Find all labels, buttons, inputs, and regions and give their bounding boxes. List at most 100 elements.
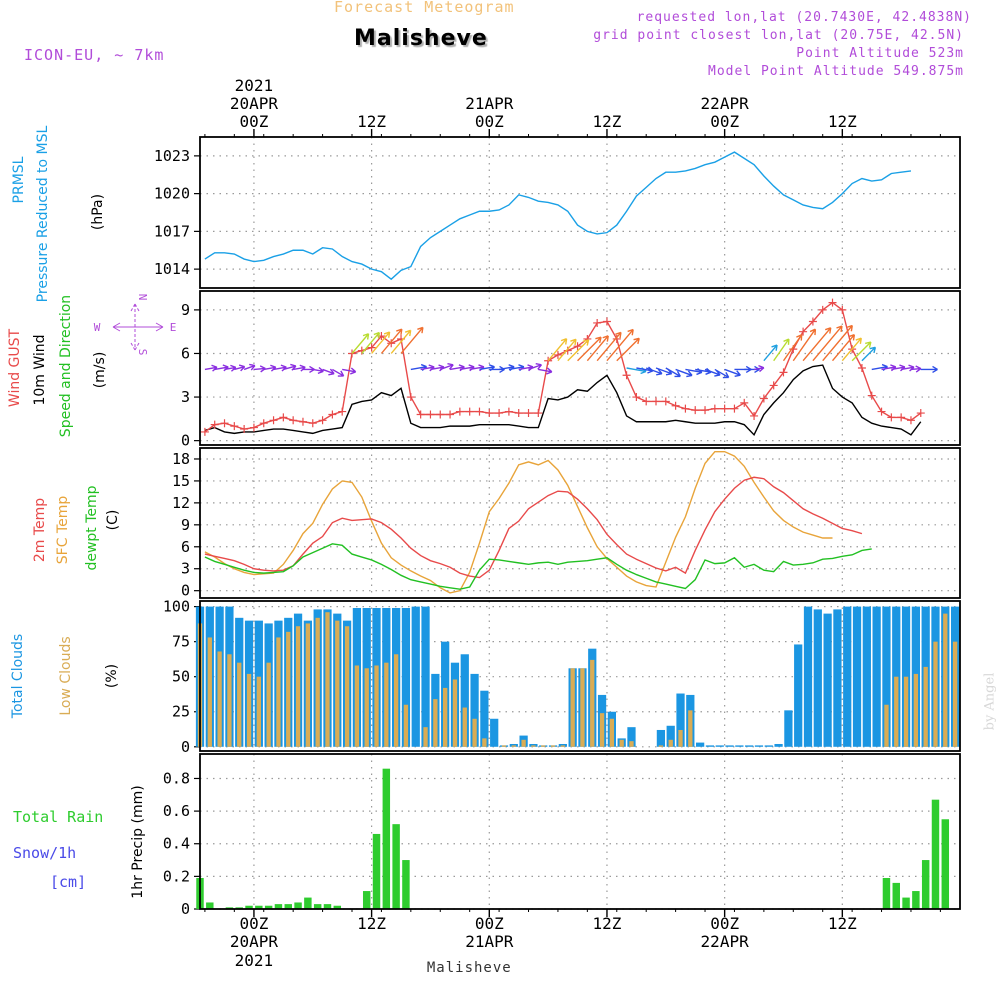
wind-gust-point — [338, 407, 347, 416]
top-date-label: 21APR — [465, 94, 514, 113]
wind-gust-point — [240, 425, 249, 434]
total-cloud-bar — [872, 606, 881, 747]
low-cloud-bar — [286, 631, 291, 747]
wind-ytick-label: 3 — [181, 388, 190, 406]
wind-gust-point — [230, 422, 239, 431]
pressure-ytick-label: 1014 — [154, 260, 190, 278]
top-time-label: 12Z — [357, 112, 386, 131]
pressure-ytick-label: 1017 — [154, 222, 190, 240]
low-cloud-bar — [688, 710, 693, 747]
wind-arrow — [861, 346, 877, 362]
low-cloud-bar — [276, 637, 281, 747]
wind-gust-point — [593, 318, 602, 327]
watermark: by Angel — [982, 672, 998, 731]
wind-arrow — [763, 344, 778, 362]
wind-arrow — [606, 328, 634, 362]
top-time-label: 12Z — [593, 112, 622, 131]
low-cloud-bar — [923, 666, 928, 747]
forecast-title: Forecast Meteogram — [334, 0, 515, 16]
wind-gust-point — [298, 417, 307, 426]
total-cloud-bar — [421, 606, 430, 747]
low-cloud-bar — [629, 741, 634, 747]
total-cloud-bar — [764, 745, 773, 747]
temperature-ytick-label: 9 — [181, 516, 190, 534]
low-cloud-bar — [521, 739, 526, 747]
wind-gust-point — [710, 404, 719, 413]
temperature-ytick-label: 18 — [172, 450, 190, 468]
precip-bar — [931, 799, 940, 909]
wind-gust-point — [475, 407, 484, 416]
precip-bar — [206, 902, 214, 909]
wind-gust-point — [495, 409, 504, 418]
low-cloud-bar — [374, 665, 379, 747]
low-cloud-bar — [590, 659, 595, 747]
precip-bar — [284, 904, 292, 909]
precip-ytick-label: 0.6 — [163, 802, 190, 820]
wind-gust-point — [289, 416, 298, 425]
precip-bar — [333, 905, 342, 909]
precip-bar — [892, 882, 900, 909]
total-cloud-bar — [774, 743, 783, 747]
bottom-time-label: 12Z — [357, 914, 386, 933]
wind-gust-point — [799, 327, 808, 336]
wind-10m-label: 10m Wind — [32, 334, 48, 406]
wind-gust-point — [740, 398, 749, 407]
wind-arrow — [841, 337, 862, 362]
bottom-time-label: 12Z — [828, 914, 857, 933]
wind-arrow — [361, 331, 381, 354]
wind-compass: NS — [112, 294, 164, 355]
wind-gust-point — [681, 404, 690, 413]
top-year-label: 2021 — [235, 76, 274, 95]
wind-gust-point — [436, 410, 445, 419]
wind-gust-point — [544, 356, 553, 365]
wind-ytick-label: 9 — [181, 301, 190, 319]
low-cloud-bar — [531, 745, 536, 747]
wind-arrow — [332, 368, 345, 377]
wind-gust-point — [504, 407, 513, 416]
clouds-frame — [199, 600, 961, 752]
wind-gust-point — [622, 371, 631, 380]
precip-ytick-label: 0.8 — [163, 769, 190, 787]
low-cloud-bar — [894, 676, 899, 747]
low-cloud-bar — [580, 668, 585, 747]
precip-bar — [382, 768, 391, 909]
wind-unit: (m/s) — [92, 351, 108, 389]
wind-arrow — [675, 368, 693, 378]
low-cloud-bar — [550, 745, 556, 747]
wind-arrow — [342, 367, 357, 375]
clouds-ytick-label: 100 — [163, 598, 190, 616]
wind-arrow — [802, 327, 832, 362]
wind-arrow — [204, 364, 218, 372]
total-cloud-bar — [470, 673, 479, 747]
wind-arrow — [312, 366, 324, 375]
wind-frame — [199, 290, 961, 446]
low-cloud-bar — [364, 668, 369, 747]
precip-bar — [323, 904, 332, 909]
total-cloud-bar — [411, 606, 420, 747]
wind-gust-point — [838, 305, 847, 314]
bottom-date-label: 20APR — [230, 932, 279, 951]
pressure-line — [204, 151, 912, 281]
total-cloud-bar — [784, 710, 793, 747]
total-cloud-bar — [715, 745, 724, 747]
clouds-ytick-label: 25 — [172, 703, 190, 721]
precip-bar — [294, 902, 302, 909]
bottom-time-label: 00Z — [475, 914, 504, 933]
low-cloud-bar — [393, 654, 399, 747]
low-cloud-bar — [913, 673, 919, 747]
low-cloud-bar — [933, 641, 938, 747]
snow-unit: [cm] — [50, 873, 87, 891]
temperature-ytick-label: 6 — [181, 538, 190, 556]
pressure-ytick-label: 1020 — [154, 185, 190, 203]
wind-gust-point — [701, 406, 710, 415]
wind-gust-point — [249, 423, 258, 432]
low-cloud-bar — [325, 612, 330, 747]
wind-gust-point — [750, 411, 759, 420]
low-cloud-bar — [295, 626, 301, 747]
temperature-ytick-label: 3 — [181, 560, 190, 578]
top-time-label: 00Z — [239, 112, 268, 131]
location-title: Malisheve — [354, 26, 488, 51]
wind-gust-label: Wind GUST — [7, 328, 23, 408]
wind-gust-point — [406, 393, 415, 402]
wind-arrow — [567, 339, 590, 362]
